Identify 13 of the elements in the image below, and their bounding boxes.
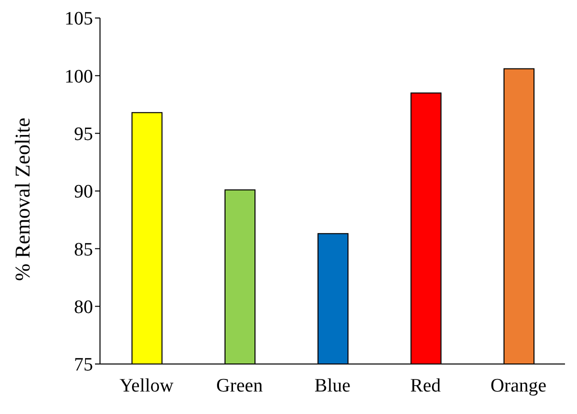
y-tick-label: 90 — [74, 182, 93, 203]
x-tick-label: Orange — [490, 375, 546, 396]
x-tick-label: Yellow — [119, 375, 174, 396]
y-tick-label: 100 — [64, 66, 93, 88]
y-axis-title: % Removal Zeolite — [10, 118, 34, 281]
y-tick-label: 85 — [74, 239, 93, 260]
y-tick-label: 75 — [74, 354, 93, 376]
y-tick-label: 80 — [74, 297, 93, 318]
x-tick-label: Blue — [314, 375, 350, 396]
y-tick-label: 105 — [64, 8, 93, 30]
y-tick-label: 95 — [74, 124, 93, 146]
x-tick-label: Red — [410, 375, 442, 396]
x-tick-label: Green — [216, 375, 264, 396]
